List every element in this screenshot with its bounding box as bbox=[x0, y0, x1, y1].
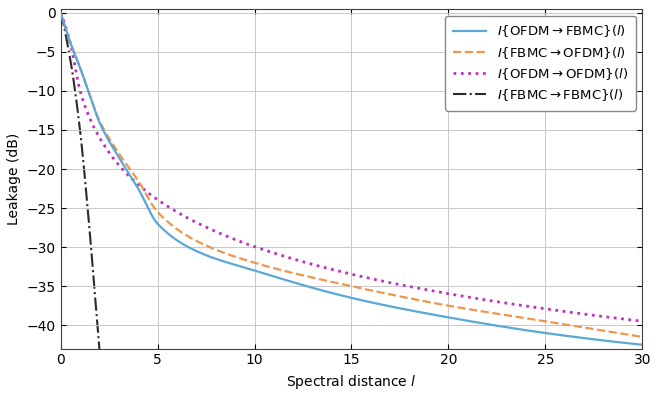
Line: $I\{\mathrm{FBMC} \rightarrow \mathrm{FBMC}\}(l)$: $I\{\mathrm{FBMC} \rightarrow \mathrm{FB… bbox=[61, 13, 642, 398]
$I\{\mathrm{OFDM} \rightarrow \mathrm{FBMC}\}(l)$ bbox=[57, 10, 64, 15]
Y-axis label: Leakage (dB): Leakage (dB) bbox=[7, 133, 21, 225]
$I\{\mathrm{FBMC} \rightarrow \mathrm{OFDM}\}(l)$ bbox=[279, 268, 287, 273]
Line: $I\{\mathrm{OFDM} \rightarrow \mathrm{OFDM}\}(l)$: $I\{\mathrm{OFDM} \rightarrow \mathrm{OF… bbox=[61, 13, 642, 321]
Line: $I\{\mathrm{FBMC} \rightarrow \mathrm{OFDM}\}(l)$: $I\{\mathrm{FBMC} \rightarrow \mathrm{OF… bbox=[61, 13, 642, 337]
$I\{\mathrm{OFDM} \rightarrow \mathrm{OFDM}\}(l)$ bbox=[57, 10, 64, 15]
$I\{\mathrm{FBMC} \rightarrow \mathrm{OFDM}\}(l)$ bbox=[491, 311, 499, 316]
$I\{\mathrm{OFDM} \rightarrow \mathrm{FBMC}\}(l)$ bbox=[638, 342, 646, 347]
$I\{\mathrm{OFDM} \rightarrow \mathrm{FBMC}\}(l)$ bbox=[435, 313, 443, 318]
$I\{\mathrm{FBMC} \rightarrow \mathrm{OFDM}\}(l)$ bbox=[405, 296, 413, 301]
$I\{\mathrm{OFDM} \rightarrow \mathrm{OFDM}\}(l)$ bbox=[279, 254, 287, 258]
$I\{\mathrm{OFDM} \rightarrow \mathrm{FBMC}\}(l)$ bbox=[279, 277, 287, 281]
X-axis label: Spectral distance $l$: Spectral distance $l$ bbox=[286, 373, 417, 391]
$I\{\mathrm{FBMC} \rightarrow \mathrm{OFDM}\}(l)$ bbox=[638, 335, 646, 339]
$I\{\mathrm{OFDM} \rightarrow \mathrm{FBMC}\}(l)$ bbox=[491, 323, 499, 328]
$I\{\mathrm{OFDM} \rightarrow \mathrm{OFDM}\}(l)$ bbox=[491, 299, 499, 304]
$I\{\mathrm{OFDM} \rightarrow \mathrm{FBMC}\}(l)$ bbox=[405, 308, 413, 312]
$I\{\mathrm{FBMC} \rightarrow \mathrm{OFDM}\}(l)$ bbox=[57, 10, 64, 15]
$I\{\mathrm{FBMC} \rightarrow \mathrm{OFDM}\}(l)$ bbox=[535, 318, 543, 323]
$I\{\mathrm{OFDM} \rightarrow \mathrm{OFDM}\}(l)$ bbox=[405, 284, 413, 289]
$I\{\mathrm{OFDM} \rightarrow \mathrm{OFDM}\}(l)$ bbox=[535, 306, 543, 310]
Legend: $I\{\mathrm{OFDM} \rightarrow \mathrm{FBMC}\}(l)$, $I\{\mathrm{FBMC} \rightarrow: $I\{\mathrm{OFDM} \rightarrow \mathrm{FB… bbox=[445, 16, 636, 111]
$I\{\mathrm{OFDM} \rightarrow \mathrm{FBMC}\}(l)$ bbox=[535, 330, 543, 334]
Line: $I\{\mathrm{OFDM} \rightarrow \mathrm{FBMC}\}(l)$: $I\{\mathrm{OFDM} \rightarrow \mathrm{FB… bbox=[61, 13, 642, 345]
$I\{\mathrm{OFDM} \rightarrow \mathrm{FBMC}\}(l)$ bbox=[163, 230, 170, 234]
$I\{\mathrm{FBMC} \rightarrow \mathrm{FBMC}\}(l)$ bbox=[57, 10, 64, 15]
$I\{\mathrm{OFDM} \rightarrow \mathrm{OFDM}\}(l)$ bbox=[435, 290, 443, 295]
$I\{\mathrm{OFDM} \rightarrow \mathrm{OFDM}\}(l)$ bbox=[163, 203, 170, 208]
$I\{\mathrm{FBMC} \rightarrow \mathrm{OFDM}\}(l)$ bbox=[435, 302, 443, 306]
$I\{\mathrm{OFDM} \rightarrow \mathrm{OFDM}\}(l)$ bbox=[638, 319, 646, 324]
$I\{\mathrm{FBMC} \rightarrow \mathrm{OFDM}\}(l)$ bbox=[163, 218, 170, 223]
